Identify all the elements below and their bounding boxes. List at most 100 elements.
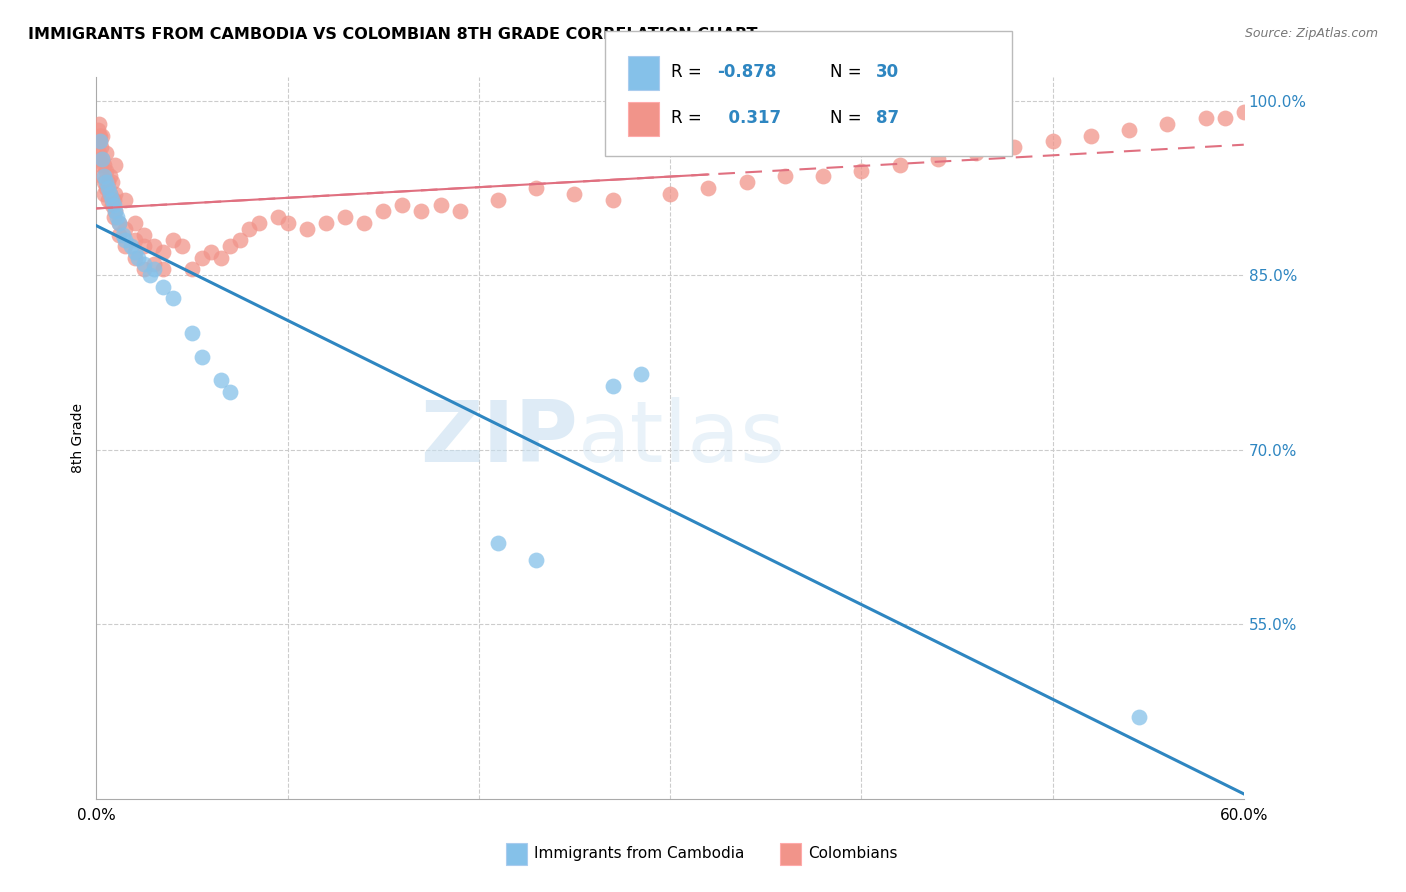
Point (142, 257, 165, 271)
Point (851, 163, 873, 178)
Text: R =: R = (671, 109, 707, 128)
Point (87, 135, 110, 149)
Point (94, 175, 117, 189)
Point (373, 204, 395, 219)
Point (100, 193, 122, 207)
Point (124, 251, 146, 265)
Point (90, 158, 112, 172)
Point (89, 117, 111, 131)
Text: -0.878: -0.878 (717, 62, 776, 81)
Point (200, 244, 222, 259)
Text: R =: R = (671, 62, 707, 81)
Point (97, 193, 120, 207)
Point (142, 262, 165, 277)
Point (353, 216, 375, 230)
Point (93, 158, 115, 172)
Text: 0.317: 0.317 (717, 109, 782, 128)
Point (152, 244, 174, 259)
Point (97, 181, 120, 195)
Point (108, 216, 131, 230)
Point (89, 135, 111, 149)
Text: atlas: atlas (578, 397, 786, 480)
Point (1128, 710, 1150, 724)
Point (209, 373, 232, 387)
Point (91, 169, 114, 184)
Point (229, 233, 252, 247)
Text: Immigrants from Cambodia: Immigrants from Cambodia (534, 847, 745, 861)
Point (114, 193, 136, 207)
Point (93, 175, 115, 189)
Point (564, 186, 586, 201)
Point (134, 262, 156, 277)
Point (100, 175, 122, 189)
Point (889, 158, 911, 172)
Point (98, 169, 121, 184)
Point (295, 221, 318, 235)
Point (965, 146, 987, 161)
Point (103, 193, 125, 207)
Point (94, 163, 117, 178)
Point (114, 233, 136, 247)
Point (602, 193, 624, 207)
Point (124, 216, 146, 230)
Point (124, 233, 146, 247)
Point (94, 146, 117, 161)
Point (152, 280, 174, 294)
Point (90, 140, 112, 154)
Point (190, 350, 212, 364)
Point (697, 181, 720, 195)
Point (333, 210, 356, 224)
Text: ZIP: ZIP (420, 397, 578, 480)
Point (238, 221, 260, 235)
Point (1002, 140, 1025, 154)
Point (172, 239, 194, 253)
Point (97, 175, 120, 189)
Point (114, 221, 136, 235)
Point (1042, 135, 1064, 149)
Point (134, 239, 156, 253)
Point (103, 198, 125, 212)
Point (89, 152, 111, 166)
Point (89, 128, 111, 143)
Point (152, 262, 174, 277)
Point (927, 152, 949, 166)
Point (219, 384, 242, 399)
Point (114, 239, 136, 253)
Text: Source: ZipAtlas.com: Source: ZipAtlas.com (1244, 27, 1378, 40)
Point (247, 216, 270, 230)
Point (524, 181, 547, 195)
Point (89, 146, 111, 161)
Point (190, 251, 212, 265)
Point (1156, 117, 1178, 131)
Point (1233, 105, 1256, 120)
Point (391, 198, 413, 212)
Point (277, 216, 299, 230)
Point (1213, 111, 1236, 125)
Point (811, 169, 834, 184)
Point (524, 553, 547, 567)
Point (120, 239, 142, 253)
Point (124, 244, 146, 259)
Point (134, 227, 156, 242)
Point (139, 268, 162, 283)
Point (315, 216, 337, 230)
Point (100, 198, 122, 212)
Point (411, 204, 433, 219)
Point (162, 292, 184, 306)
Point (1080, 128, 1102, 143)
Point (181, 326, 204, 341)
Point (104, 204, 127, 219)
Point (127, 251, 149, 265)
Point (93, 169, 115, 184)
Text: N =: N = (830, 62, 866, 81)
Point (630, 367, 652, 381)
Point (486, 536, 509, 550)
Point (162, 233, 184, 247)
Point (98, 186, 121, 201)
Point (449, 204, 471, 219)
Point (142, 239, 165, 253)
Point (91, 152, 114, 166)
Point (93, 186, 115, 201)
Text: 30: 30 (876, 62, 898, 81)
Point (91, 152, 114, 166)
